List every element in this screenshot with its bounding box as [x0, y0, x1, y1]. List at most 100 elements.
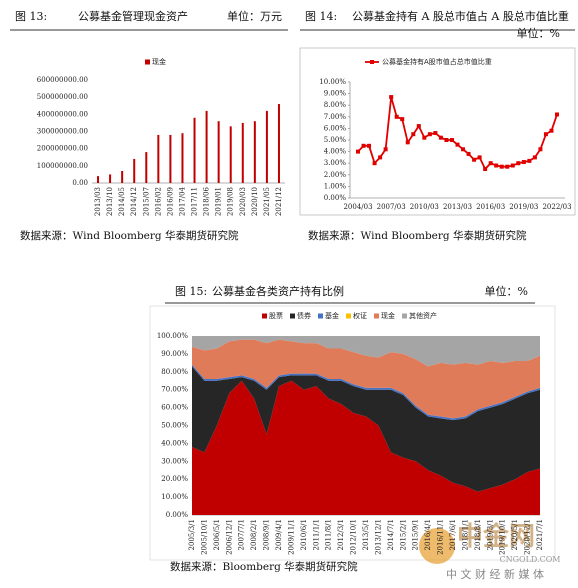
x-tick-label: 2005/10/1 [200, 519, 208, 555]
legend-label: 基金 [325, 311, 339, 320]
bar [121, 170, 124, 183]
bar [157, 134, 160, 183]
data-point [372, 161, 377, 166]
x-tick-label: 2013/03 [443, 203, 472, 211]
x-tick-label: 2020/12/1 [524, 519, 532, 555]
data-point [543, 132, 548, 137]
unit-label: 单位：% [517, 26, 560, 40]
bar [133, 158, 136, 183]
y-tick-label: 8.00% [324, 101, 347, 109]
x-tick-label: 2021/05 [263, 187, 271, 216]
x-tick-label: 2004/03 [343, 203, 372, 211]
x-tick-label: 2016/03 [476, 203, 505, 211]
x-tick-label: 2020/5/1 [511, 519, 519, 550]
y-tick-label: 500000000.00 [37, 93, 88, 101]
x-tick-label: 2015/9/1 [412, 519, 420, 550]
data-point [394, 114, 399, 119]
legend-swatch [262, 313, 267, 319]
y-tick-label: 80.00% [161, 368, 188, 376]
data-point [356, 149, 360, 154]
data-point [532, 155, 537, 160]
x-tick-label: 2019/10/1 [499, 519, 507, 555]
x-tick-label: 2019/03 [509, 203, 538, 211]
data-point [427, 132, 432, 137]
x-tick-label: 2012/3/1 [337, 519, 345, 550]
data-point [510, 163, 515, 168]
y-tick-label: 5.00% [324, 136, 347, 144]
bar [97, 176, 100, 183]
legend-label: 权证 [353, 311, 367, 320]
bar [109, 174, 112, 183]
data-point [383, 147, 388, 152]
y-tick-label: 100000000.00 [37, 162, 88, 170]
data-point [416, 124, 421, 129]
data-point [378, 155, 383, 160]
y-tick-label: 400000000.00 [37, 110, 88, 118]
y-tick-label: 7.00% [324, 113, 347, 121]
unit-label: 单位：% [485, 284, 528, 298]
data-point [455, 142, 460, 147]
y-tick-label: 3.00% [324, 159, 347, 167]
x-tick-label: 2019/3/1 [486, 519, 494, 550]
x-tick-label: 2014/7/1 [387, 519, 395, 550]
bar [181, 133, 184, 183]
bar [241, 122, 244, 183]
legend-label: 公募基金持有A股市值占总市值比重 [382, 57, 492, 66]
data-point [521, 160, 526, 165]
x-tick-label: 2016/11/1 [437, 519, 445, 555]
x-tick-label: 2016/02 [154, 187, 162, 216]
x-tick-label: 2015/07 [142, 187, 150, 216]
legend-label: 债券 [297, 311, 311, 320]
y-tick-label: 2.00% [324, 171, 347, 179]
data-point [422, 135, 427, 140]
watermark-slogan: 中 文 财 经 新 媒 体 [446, 567, 544, 581]
y-tick-label: 200000000.00 [37, 145, 88, 153]
x-tick-label: 2017/04 [178, 186, 186, 216]
x-tick-label: 2006/5/1 [213, 519, 221, 550]
y-tick-label: 0.00% [324, 194, 347, 202]
x-tick-label: 2021/12 [275, 187, 283, 216]
y-tick-label: 70.00% [161, 386, 188, 394]
bar [277, 104, 280, 183]
x-tick-label: 2014/05 [118, 187, 126, 216]
x-tick-label: 2007/03 [377, 203, 406, 211]
x-tick-label: 2020/10 [251, 187, 259, 216]
x-tick-label: 2019/01 [215, 187, 223, 216]
data-point [527, 158, 532, 163]
x-tick-label: 2013/03 [94, 187, 102, 216]
x-tick-label: 2021/7/1 [536, 519, 544, 550]
x-tick-label: 2010/03 [410, 203, 439, 211]
chart-title: 公募基金管理现金资产 [78, 9, 188, 23]
y-tick-label: 90.00% [161, 350, 188, 358]
data-point [494, 163, 499, 168]
y-tick-label: 0.00% [166, 511, 189, 519]
bar [193, 117, 196, 183]
bar [169, 134, 172, 183]
x-tick-label: 2018/8/1 [474, 519, 482, 550]
x-tick-label: 2017/6/1 [449, 519, 457, 550]
data-point [367, 143, 372, 148]
source-note: 数据来源：Wind Bloomberg 华泰期货研究院 [308, 229, 527, 242]
x-tick-label: 2013/10 [106, 187, 114, 216]
bar [145, 152, 148, 183]
legend-label: 现金 [381, 311, 395, 320]
x-tick-label: 2017/11 [191, 187, 199, 216]
chart-title: 公募基金持有 A 股总市值占 A 股总市值比重 [352, 9, 569, 23]
y-tick-label: 600000000.00 [37, 76, 88, 84]
legend-swatch [374, 313, 379, 319]
legend-label: 现金 [152, 57, 166, 66]
x-tick-label: 2022/03 [542, 203, 571, 211]
data-point [405, 140, 410, 145]
legend-swatch [346, 313, 351, 319]
x-tick-label: 2009/11/1 [287, 519, 295, 555]
bar [253, 121, 256, 183]
y-tick-label: 20.00% [161, 475, 188, 483]
area [192, 380, 540, 515]
x-tick-label: 2016/4/1 [424, 519, 432, 550]
x-tick-label: 2016/09 [166, 187, 174, 216]
x-tick-label: 2020/03 [239, 187, 247, 216]
data-point [389, 95, 394, 100]
x-tick-label: 2012/10/1 [350, 519, 358, 555]
data-line [357, 96, 558, 171]
